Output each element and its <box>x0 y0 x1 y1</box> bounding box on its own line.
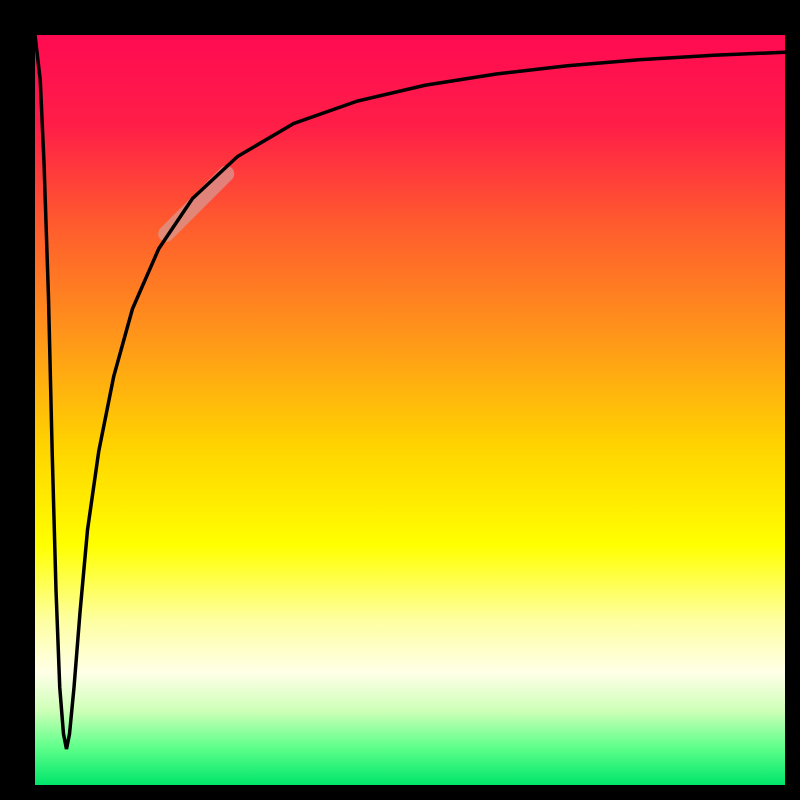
plot-area <box>35 35 785 785</box>
chart-container: TheBottlenecker.com <box>0 0 800 800</box>
curve-layer <box>35 35 785 785</box>
watermark-text: TheBottlenecker.com <box>529 6 792 37</box>
bottleneck-curve <box>35 35 785 749</box>
